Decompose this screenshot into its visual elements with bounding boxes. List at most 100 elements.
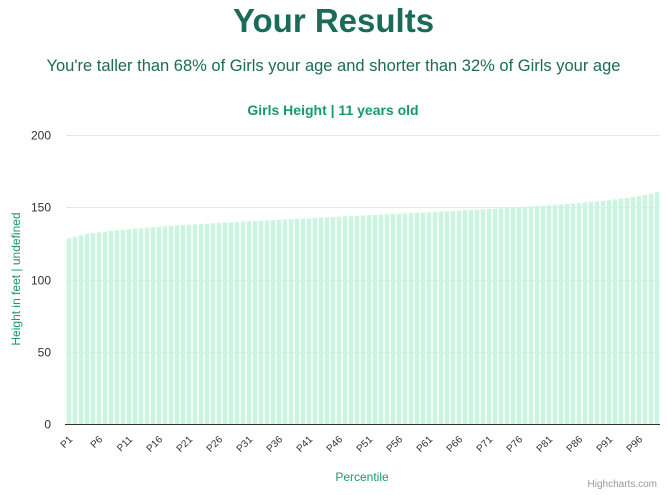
bar[interactable] bbox=[570, 203, 576, 424]
bar[interactable] bbox=[300, 218, 306, 424]
bar[interactable] bbox=[156, 226, 162, 424]
bar[interactable] bbox=[630, 197, 636, 424]
bar[interactable] bbox=[654, 191, 660, 424]
bar[interactable] bbox=[354, 215, 360, 424]
bar[interactable] bbox=[162, 226, 168, 424]
bar[interactable] bbox=[360, 215, 366, 424]
bar[interactable] bbox=[444, 211, 450, 424]
bar[interactable] bbox=[330, 217, 336, 424]
bar[interactable] bbox=[204, 223, 210, 424]
bar[interactable] bbox=[516, 207, 522, 424]
bar[interactable] bbox=[120, 229, 126, 424]
bar[interactable] bbox=[222, 222, 228, 424]
bar[interactable] bbox=[624, 198, 630, 424]
bar[interactable] bbox=[534, 206, 540, 424]
bar[interactable] bbox=[318, 217, 324, 424]
bar[interactable] bbox=[216, 223, 222, 424]
bar[interactable] bbox=[270, 220, 276, 424]
bar[interactable] bbox=[600, 200, 606, 424]
bar[interactable] bbox=[540, 205, 546, 424]
bar[interactable] bbox=[234, 221, 240, 424]
bar[interactable] bbox=[642, 194, 648, 424]
bar[interactable] bbox=[378, 214, 384, 424]
bar[interactable] bbox=[252, 220, 258, 424]
bar[interactable] bbox=[198, 224, 204, 424]
highcharts-credits[interactable]: Highcharts.com bbox=[587, 479, 657, 490]
bar[interactable] bbox=[96, 232, 102, 424]
bar[interactable] bbox=[408, 213, 414, 424]
bar[interactable] bbox=[426, 212, 432, 424]
bar[interactable] bbox=[348, 216, 354, 424]
bar[interactable] bbox=[492, 208, 498, 424]
bar[interactable] bbox=[564, 203, 570, 424]
bar[interactable] bbox=[486, 208, 492, 424]
bar[interactable] bbox=[240, 221, 246, 424]
bar[interactable] bbox=[186, 224, 192, 424]
bar[interactable] bbox=[396, 213, 402, 424]
bar[interactable] bbox=[294, 218, 300, 424]
bar[interactable] bbox=[522, 206, 528, 424]
bar[interactable] bbox=[288, 219, 294, 424]
bar[interactable] bbox=[474, 209, 480, 424]
bar[interactable] bbox=[138, 228, 144, 424]
bar[interactable] bbox=[498, 208, 504, 424]
bar[interactable] bbox=[78, 235, 84, 424]
bar[interactable] bbox=[264, 220, 270, 424]
bar[interactable] bbox=[66, 238, 72, 424]
bar[interactable] bbox=[282, 219, 288, 424]
bar[interactable] bbox=[594, 201, 600, 424]
bar[interactable] bbox=[150, 227, 156, 424]
bar[interactable] bbox=[510, 207, 516, 424]
bar[interactable] bbox=[108, 230, 114, 424]
bar[interactable] bbox=[528, 206, 534, 424]
bar[interactable] bbox=[246, 221, 252, 424]
bar[interactable] bbox=[546, 205, 552, 424]
bar[interactable] bbox=[210, 223, 216, 424]
bar[interactable] bbox=[312, 217, 318, 424]
bar[interactable] bbox=[576, 202, 582, 424]
bar[interactable] bbox=[180, 225, 186, 424]
bar[interactable] bbox=[258, 220, 264, 424]
bar[interactable] bbox=[390, 214, 396, 424]
bar[interactable] bbox=[480, 209, 486, 424]
bar[interactable] bbox=[144, 227, 150, 424]
bar[interactable] bbox=[450, 211, 456, 424]
bar[interactable] bbox=[306, 218, 312, 424]
bar[interactable] bbox=[126, 229, 132, 424]
bar[interactable] bbox=[420, 212, 426, 424]
bar[interactable] bbox=[402, 213, 408, 424]
bar[interactable] bbox=[612, 199, 618, 424]
bar[interactable] bbox=[462, 210, 468, 424]
bar[interactable] bbox=[342, 216, 348, 424]
bar[interactable] bbox=[636, 196, 642, 424]
bar[interactable] bbox=[552, 204, 558, 424]
bar[interactable] bbox=[336, 216, 342, 424]
bar[interactable] bbox=[582, 202, 588, 424]
bar[interactable] bbox=[114, 230, 120, 424]
bar[interactable] bbox=[324, 217, 330, 424]
bar[interactable] bbox=[432, 211, 438, 424]
bar[interactable] bbox=[468, 210, 474, 424]
bar[interactable] bbox=[174, 225, 180, 424]
bar[interactable] bbox=[438, 211, 444, 424]
bar[interactable] bbox=[558, 204, 564, 424]
bar[interactable] bbox=[276, 219, 282, 424]
bar[interactable] bbox=[192, 224, 198, 424]
bar[interactable] bbox=[618, 198, 624, 424]
bar[interactable] bbox=[132, 228, 138, 424]
bar[interactable] bbox=[84, 234, 90, 424]
bar[interactable] bbox=[384, 214, 390, 424]
bar[interactable] bbox=[648, 193, 654, 424]
bar[interactable] bbox=[102, 231, 108, 424]
bar[interactable] bbox=[168, 225, 174, 424]
bar[interactable] bbox=[228, 222, 234, 424]
bar[interactable] bbox=[588, 201, 594, 424]
bar[interactable] bbox=[90, 233, 96, 424]
bar[interactable] bbox=[366, 215, 372, 424]
bar[interactable] bbox=[372, 214, 378, 424]
bar[interactable] bbox=[72, 236, 78, 424]
bar[interactable] bbox=[414, 212, 420, 424]
bar[interactable] bbox=[606, 200, 612, 424]
bar[interactable] bbox=[504, 207, 510, 424]
bar[interactable] bbox=[456, 210, 462, 424]
